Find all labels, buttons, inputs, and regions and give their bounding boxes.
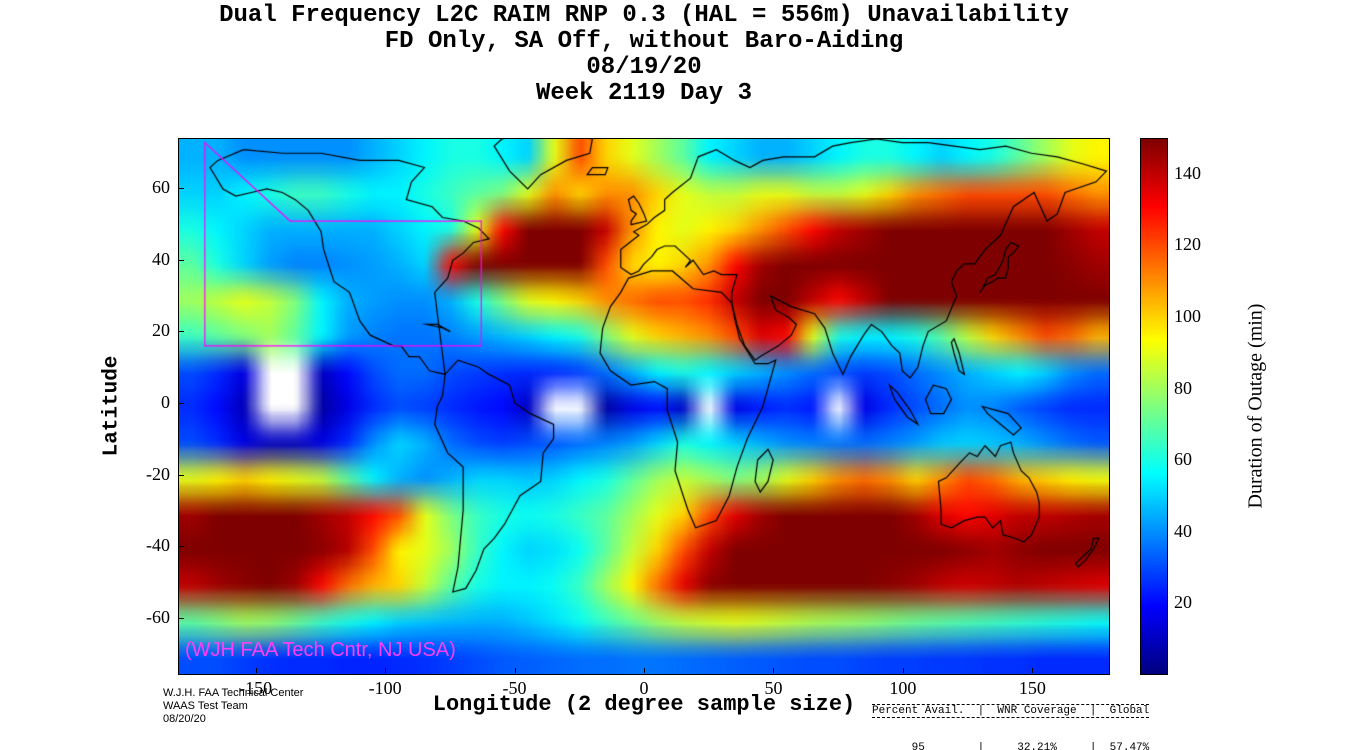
x-tick-label: 50 bbox=[764, 678, 783, 698]
colorbar-tick-label: 100 bbox=[1174, 306, 1201, 326]
y-tick-label: 0 bbox=[161, 391, 170, 412]
y-tick-mark bbox=[179, 402, 184, 404]
x-axis-label: Longitude (2 degree sample size) bbox=[432, 692, 856, 717]
colorbar bbox=[1140, 138, 1168, 675]
x-tick-mark bbox=[385, 668, 387, 673]
footer-line-3: 08/20/20 bbox=[163, 713, 206, 725]
x-tick-label: 0 bbox=[639, 678, 649, 698]
y-tick-mark bbox=[179, 617, 184, 619]
colorbar-tick-label: 140 bbox=[1174, 162, 1201, 183]
colorbar-tick-label: 20 bbox=[1174, 592, 1192, 613]
availability-table-row: 95 | 32.21% | 57.47% bbox=[872, 742, 1150, 750]
title-line-week: Week 2119 Day 3 bbox=[535, 80, 753, 107]
footer-line-2: WAAS Test Team bbox=[163, 700, 248, 712]
y-tick-mark bbox=[179, 259, 184, 261]
x-tick-mark bbox=[644, 668, 645, 673]
y-tick-mark bbox=[179, 474, 184, 476]
colorbar-tick-label: 120 bbox=[1174, 234, 1201, 255]
footer-credits: W.J.H. FAA Technical Center WAAS Test Te… bbox=[163, 687, 303, 726]
availability-table-header: Percent Avail. | WNR Coverage | Global bbox=[872, 704, 1150, 718]
y-tick-label: -40 bbox=[146, 535, 170, 556]
y-tick-mark bbox=[179, 546, 184, 548]
colorbar-tick-label: 60 bbox=[1174, 449, 1192, 470]
colorbar-tick-label: 40 bbox=[1174, 520, 1192, 541]
x-tick-label: 150 bbox=[1018, 678, 1046, 698]
title-line-date: 08/19/20 bbox=[586, 54, 702, 81]
x-tick-mark bbox=[902, 668, 904, 673]
title-line-2: FD Only, SA Off, without Baro-Aiding bbox=[384, 28, 904, 55]
y-tick-mark bbox=[179, 188, 184, 190]
y-tick-label: -60 bbox=[146, 606, 170, 627]
outage-heatmap-canvas bbox=[179, 139, 1109, 674]
x-tick-mark bbox=[255, 668, 257, 673]
colorbar-gradient bbox=[1141, 139, 1167, 674]
x-tick-mark bbox=[1032, 668, 1034, 673]
y-tick-label: 40 bbox=[152, 248, 170, 269]
x-tick-mark bbox=[514, 668, 516, 673]
title-line-1: Dual Frequency L2C RAIM RNP 0.3 (HAL = 5… bbox=[219, 2, 1069, 29]
x-tick-mark bbox=[773, 668, 775, 673]
watermark-text: (WJH FAA Tech Cntr, NJ USA) bbox=[185, 639, 456, 661]
y-tick-mark bbox=[179, 331, 184, 333]
x-tick-label: 100 bbox=[889, 678, 917, 698]
map-plot-area: (WJH FAA Tech Cntr, NJ USA) bbox=[178, 138, 1110, 675]
x-tick-label: -50 bbox=[502, 678, 527, 698]
x-tick-label: -150 bbox=[239, 678, 273, 698]
colorbar-label: Duration of Outage (min) bbox=[1244, 303, 1267, 509]
availability-table: Percent Avail. | WNR Coverage | Global 9… bbox=[872, 680, 1150, 750]
footer-line-1: W.J.H. FAA Technical Center bbox=[163, 687, 304, 699]
y-tick-label: -20 bbox=[146, 463, 170, 484]
colorbar-tick-label: 80 bbox=[1174, 377, 1192, 398]
y-tick-label: 20 bbox=[152, 320, 170, 341]
x-tick-label: -100 bbox=[368, 678, 402, 698]
y-tick-label: 60 bbox=[152, 177, 170, 198]
